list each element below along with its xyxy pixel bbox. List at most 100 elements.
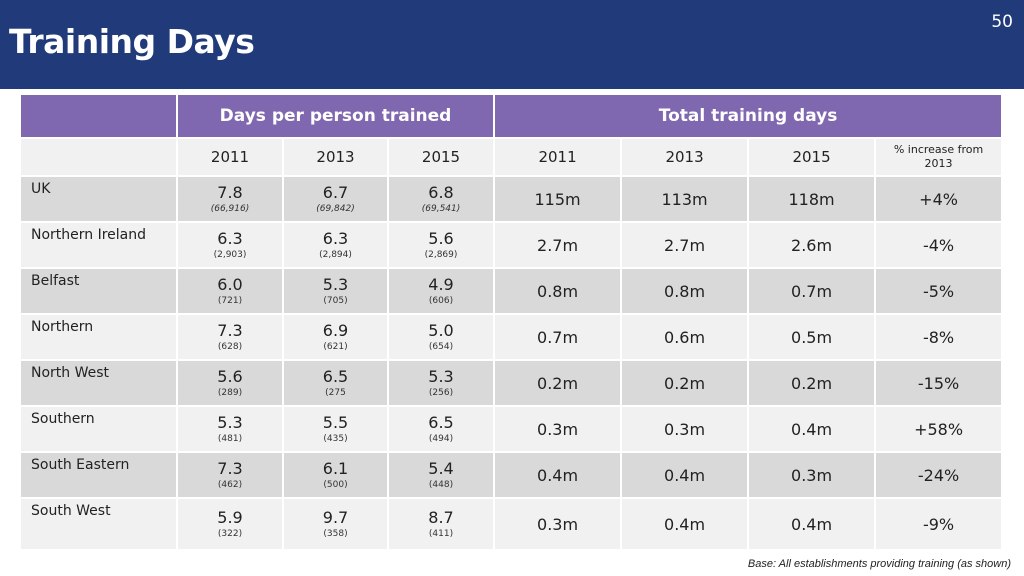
base-count: (66,916): [210, 204, 250, 214]
days-per-person-cell: 5.3 (481): [178, 407, 284, 453]
total-days-cell: 0.4m: [622, 499, 750, 551]
pct-increase-cell: -5%: [876, 269, 1004, 315]
pct-increase-cell: -15%: [876, 361, 1004, 407]
group-header-days-per-person: Days per person trained: [178, 95, 496, 139]
days-per-person-value: 5.9: [217, 508, 243, 527]
days-per-person-value: 7.3: [217, 321, 243, 340]
region-label: Northern Ireland: [21, 223, 178, 269]
base-count: (69,842): [316, 204, 355, 214]
days-per-person-cell: 6.5 (275: [284, 361, 389, 407]
days-per-person-value: 6.8: [428, 183, 454, 202]
region-label: Belfast: [21, 269, 178, 315]
total-days-cell: 0.3m: [749, 453, 877, 499]
base-count: (448): [428, 480, 454, 490]
page-number: 50: [991, 12, 1013, 32]
days-per-person-value: 6.5: [428, 413, 454, 432]
total-days-cell: 0.7m: [749, 269, 877, 315]
total-days-cell: 0.4m: [749, 407, 877, 453]
base-count: (275: [325, 388, 346, 398]
days-per-person-cell: 6.3 (2,894): [284, 223, 389, 269]
year-header-dpp-2013: 2013: [284, 139, 389, 177]
days-per-person-cell: 5.0 (654): [389, 315, 496, 361]
table-row: Belfast 6.0 (721) 5.3 (705) 4.9 (606) 0.8m 0.8m 0…: [21, 269, 1004, 315]
days-per-person-cell: 5.3 (705): [284, 269, 389, 315]
training-days-table: Days per person trained Total training d…: [21, 95, 1004, 551]
pct-increase-cell: +58%: [876, 407, 1004, 453]
days-per-person-value: 6.0: [217, 275, 243, 294]
days-per-person-value: 6.1: [322, 459, 349, 478]
base-count: (411): [428, 529, 454, 539]
base-count: (2,869): [424, 250, 458, 260]
days-per-person-cell: 8.7 (411): [389, 499, 496, 551]
region-label: South West: [21, 499, 178, 551]
days-per-person-value: 5.3: [428, 367, 454, 386]
days-per-person-cell: 5.9 (322): [178, 499, 284, 551]
base-count: (494): [428, 434, 454, 444]
days-per-person-value: 7.3: [217, 459, 243, 478]
base-count: (705): [323, 296, 348, 306]
days-per-person-cell: 7.8 (66,916): [178, 177, 284, 223]
days-per-person-cell: 6.0 (721): [178, 269, 284, 315]
year-header-total-2013: 2013: [622, 139, 750, 177]
days-per-person-cell: 6.1 (500): [284, 453, 389, 499]
year-header-total-2011: 2011: [495, 139, 623, 177]
days-per-person-cell: 7.3 (462): [178, 453, 284, 499]
region-label: South Eastern: [21, 453, 178, 499]
days-per-person-cell: 6.5 (494): [389, 407, 496, 453]
base-count: (721): [217, 296, 243, 306]
total-days-cell: 0.2m: [749, 361, 877, 407]
base-count: (654): [428, 342, 454, 352]
base-count: (289): [217, 388, 243, 398]
total-days-cell: 0.4m: [622, 453, 750, 499]
table-row: South West 5.9 (322) 9.7 (358) 8.7 (411) 0.3m 0.…: [21, 499, 1004, 551]
base-count: (358): [323, 529, 348, 539]
total-days-cell: 113m: [622, 177, 750, 223]
base-count: (2,894): [319, 250, 352, 260]
base-count: (500): [323, 480, 348, 490]
table-row: South Eastern 7.3 (462) 6.1 (500) 5.4 (448) 0.4…: [21, 453, 1004, 499]
region-label: North West: [21, 361, 178, 407]
base-count: (606): [428, 296, 454, 306]
header-bar: Training Days 50: [0, 0, 1024, 89]
year-header-dpp-2015: 2015: [389, 139, 496, 177]
days-per-person-value: 6.7: [322, 183, 349, 202]
total-days-cell: 0.6m: [622, 315, 750, 361]
total-days-cell: 0.2m: [495, 361, 623, 407]
days-per-person-value: 5.3: [217, 413, 243, 432]
days-per-person-value: 6.9: [322, 321, 349, 340]
base-count: (2,903): [213, 250, 247, 260]
days-per-person-cell: 5.3 (256): [389, 361, 496, 407]
days-per-person-cell: 6.3 (2,903): [178, 223, 284, 269]
days-per-person-value: 6.3: [322, 229, 349, 248]
days-per-person-value: 5.4: [428, 459, 454, 478]
total-days-cell: 0.7m: [495, 315, 623, 361]
days-per-person-value: 9.7: [322, 508, 349, 527]
days-per-person-cell: 9.7 (358): [284, 499, 389, 551]
total-days-cell: 2.6m: [749, 223, 877, 269]
total-days-cell: 0.4m: [495, 453, 623, 499]
days-per-person-cell: 5.4 (448): [389, 453, 496, 499]
year-header-row: 2011 2013 2015 2011 2013 2015 % increase…: [21, 139, 1004, 177]
pct-increase-cell: -9%: [876, 499, 1004, 551]
days-per-person-value: 7.8: [217, 183, 243, 202]
table-row: Southern 5.3 (481) 5.5 (435) 6.5 (494) 0.3m 0.3m…: [21, 407, 1004, 453]
total-days-cell: 2.7m: [495, 223, 623, 269]
year-header-total-2015: 2015: [749, 139, 877, 177]
days-per-person-value: 5.6: [217, 367, 243, 386]
base-count: (435): [323, 434, 348, 444]
days-per-person-value: 5.6: [428, 229, 454, 248]
total-days-cell: 0.4m: [749, 499, 877, 551]
days-per-person-cell: 6.9 (621): [284, 315, 389, 361]
total-days-cell: 0.2m: [622, 361, 750, 407]
days-per-person-value: 5.0: [428, 321, 454, 340]
pct-increase-cell: +4%: [876, 177, 1004, 223]
year-header-blank: [21, 139, 178, 177]
total-days-cell: 2.7m: [622, 223, 750, 269]
days-per-person-value: 4.9: [428, 275, 454, 294]
year-header-dpp-2011: 2011: [178, 139, 284, 177]
days-per-person-value: 5.3: [322, 275, 349, 294]
base-count: (621): [323, 342, 348, 352]
total-days-cell: 118m: [749, 177, 877, 223]
days-per-person-cell: 5.6 (289): [178, 361, 284, 407]
table-row: Northern 7.3 (628) 6.9 (621) 5.0 (654) 0.7m 0.6m…: [21, 315, 1004, 361]
